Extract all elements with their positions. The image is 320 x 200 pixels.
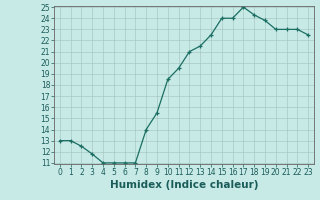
X-axis label: Humidex (Indice chaleur): Humidex (Indice chaleur) xyxy=(110,180,258,190)
